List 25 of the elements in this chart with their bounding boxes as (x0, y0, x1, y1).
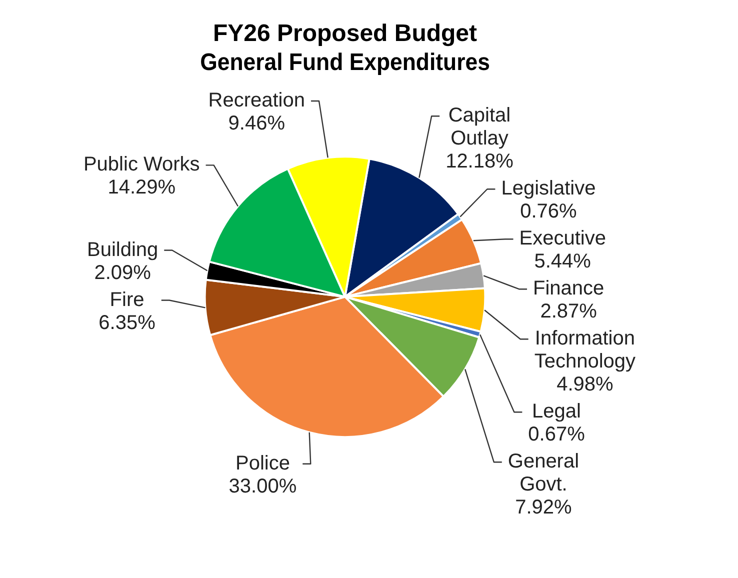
data-label: 14.29% (108, 176, 176, 199)
data-label: 7.92% (515, 496, 572, 519)
data-label: 6.35% (98, 312, 156, 334)
slice-label: Public Works (83, 154, 200, 176)
data-label: 33.00% (228, 475, 297, 498)
slice-label: Fire (110, 288, 144, 311)
data-label: 0.67% (528, 424, 586, 446)
slice-label: Capital Outlay (448, 104, 511, 150)
slice-label: Legislative (501, 178, 596, 200)
data-label: 12.18% (446, 150, 514, 173)
slice-label: Recreation (208, 90, 305, 112)
slice-label: Police (235, 452, 290, 474)
slice-label: General Govt. (508, 450, 580, 496)
slice-label: Finance (533, 278, 604, 300)
data-label: 0.76% (520, 200, 578, 223)
data-label: 2.87% (540, 300, 598, 323)
slice-label: Legal (532, 400, 581, 423)
slice-label: Information Technology (534, 328, 636, 373)
slice-label: Building (86, 238, 158, 261)
data-label: 4.98% (556, 374, 614, 396)
data-label: 9.46% (228, 112, 286, 135)
slice-label: Executive (519, 228, 606, 250)
chart-title: FY26 Proposed Budget General Fund Expenditures (200, 20, 490, 76)
data-label: 2.09% (94, 262, 152, 284)
data-label: 5.44% (534, 250, 592, 273)
